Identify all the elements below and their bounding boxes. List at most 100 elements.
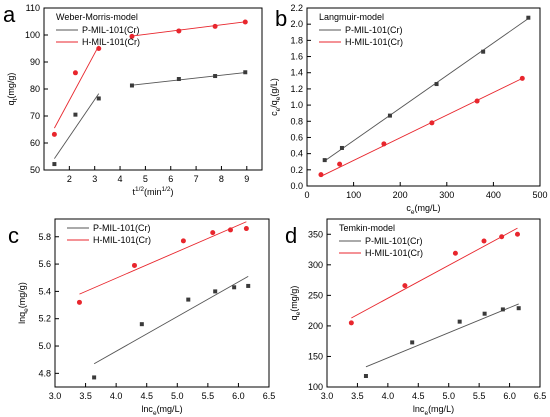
y-tick-label: 80 <box>30 84 40 94</box>
x-tick-label: 7 <box>194 174 199 184</box>
y-tick-label: 5.2 <box>38 314 51 324</box>
data-point <box>213 74 218 79</box>
y-tick-label: 300 <box>308 260 323 270</box>
x-tick-label: 3.0 <box>321 391 334 401</box>
data-point <box>72 70 78 76</box>
plot-frame <box>306 7 541 187</box>
legend-label: H-MIL-101(Cr) <box>93 235 151 245</box>
panel-letter: d <box>285 223 297 248</box>
data-point <box>519 75 525 81</box>
data-point <box>176 77 181 82</box>
data-point <box>131 262 137 268</box>
y-tick-label: 100 <box>308 382 323 392</box>
legend-label: P-MIL-101(Cr) <box>93 223 151 233</box>
legend-label: P-MIL-101(Cr) <box>345 25 403 35</box>
chart-title: Temkin-model <box>339 223 395 233</box>
x-axis-label: ce(mg/L) <box>406 203 440 216</box>
data-point <box>212 23 218 29</box>
data-point <box>339 145 344 150</box>
x-tick-label: 100 <box>346 190 361 200</box>
data-point <box>457 319 462 324</box>
data-point <box>429 120 435 126</box>
x-tick-label: 0 <box>304 190 309 200</box>
fit-line <box>351 227 518 319</box>
x-tick-label: 4 <box>118 174 123 184</box>
fit-line <box>79 221 247 295</box>
y-tick-label: 90 <box>30 57 40 67</box>
data-point <box>387 113 392 118</box>
data-point <box>337 161 343 167</box>
data-point <box>176 28 182 34</box>
y-tick-label: 1.8 <box>290 35 303 45</box>
y-axis-label: lnqe(mg/g) <box>17 282 30 324</box>
data-point <box>410 340 415 345</box>
fit-line <box>131 72 246 86</box>
panel-letter: b <box>275 6 287 31</box>
y-tick-label: 110 <box>26 3 40 13</box>
data-point <box>96 96 101 101</box>
y-tick-label: 0.6 <box>290 132 303 142</box>
x-tick-label: 3 <box>92 174 97 184</box>
x-tick-label: 500 <box>532 190 547 200</box>
data-point <box>434 82 439 87</box>
fit-line <box>365 303 519 368</box>
data-point <box>232 285 237 290</box>
legend-label: P-MIL-101(Cr) <box>82 25 140 35</box>
x-tick-label: 6 <box>168 174 173 184</box>
data-point <box>52 162 57 167</box>
chart-title: Langmuir-model <box>319 12 384 22</box>
x-tick-label: 200 <box>393 190 408 200</box>
y-tick-label: 5.8 <box>38 232 51 242</box>
data-point <box>452 250 458 256</box>
data-point <box>213 289 218 294</box>
y-tick-label: 50 <box>30 165 40 175</box>
x-tick-label: 5 <box>143 174 148 184</box>
x-tick-label: 9 <box>244 174 249 184</box>
data-point <box>243 226 249 232</box>
data-point <box>96 46 102 51</box>
fit-line <box>53 45 100 129</box>
y-tick-label: 60 <box>30 138 40 148</box>
chart-panel-c: c 3.0 3.5 4.0 4.5 5.0 5.5 6.0 6.5 4.8 5.0 5.2 5.4 5.6… <box>8 218 275 417</box>
x-tick-label: 8 <box>219 174 224 184</box>
x-tick-label: 6.5 <box>534 391 547 401</box>
chart-panel-a: a 2 3 4 5 6 7 8 9 50 60 70 80 90 100 110 t1/2(min1/2) qt(… <box>3 2 263 197</box>
data-point <box>481 238 487 244</box>
data-point <box>363 374 368 379</box>
y-tick-label: 0.8 <box>290 116 303 126</box>
plot-frame <box>54 218 270 388</box>
y-tick-label: 5.4 <box>38 286 51 296</box>
panel-letter: a <box>3 2 16 27</box>
y-tick-label: 250 <box>308 290 323 300</box>
data-point <box>514 231 520 237</box>
data-point <box>51 131 57 137</box>
data-point <box>129 33 135 39</box>
data-point <box>322 158 327 163</box>
x-tick-label: 400 <box>486 190 501 200</box>
x-tick-label: 6.0 <box>503 391 516 401</box>
fit-line <box>324 18 529 162</box>
y-tick-label: 0.0 <box>290 181 303 191</box>
data-point <box>500 307 505 312</box>
data-point <box>246 283 251 288</box>
plot-frame <box>43 7 263 171</box>
x-axis-label: t1/2(min1/2) <box>132 186 173 197</box>
data-point <box>242 19 248 25</box>
data-point <box>227 227 233 233</box>
y-tick-label: 0.4 <box>290 149 303 159</box>
y-tick-label: 5.6 <box>38 259 51 269</box>
y-axis-label: qt(mg/g) <box>6 73 19 106</box>
x-tick-label: 4.5 <box>412 391 425 401</box>
x-tick-label: 5.5 <box>473 391 486 401</box>
fit-line <box>93 275 249 365</box>
data-point <box>186 297 191 302</box>
legend-label: H-MIL-101(Cr) <box>82 37 140 47</box>
y-tick-label: 200 <box>308 321 323 331</box>
x-axis-label: lnce(mg/L) <box>413 404 454 417</box>
y-tick-label: 5.0 <box>38 341 51 351</box>
fit-line <box>54 93 100 159</box>
legend-label: P-MIL-101(Cr) <box>365 236 423 246</box>
x-tick-label: 5.0 <box>171 391 184 401</box>
y-tick-label: 100 <box>25 30 40 40</box>
